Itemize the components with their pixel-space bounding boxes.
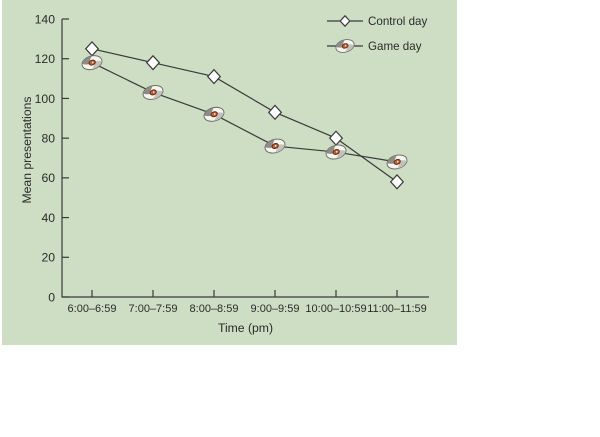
football-marker	[264, 138, 286, 154]
football-marker	[81, 55, 103, 71]
legend-item-game-day: Game day	[327, 39, 422, 53]
football-marker	[335, 39, 355, 53]
y-tick-label: 60	[41, 171, 55, 185]
x-axis-ticks: 6:00–6:59 7:00–7:59 8:00–8:59 9:00–9:59 10:0…	[68, 290, 427, 315]
y-tick-label: 80	[41, 132, 55, 146]
x-axis-title: Time (pm)	[218, 321, 273, 335]
y-tick-label: 120	[35, 52, 56, 66]
x-tick-label: 11:00–11:59	[367, 303, 427, 315]
football-marker	[203, 106, 225, 122]
y-axis-title: Mean presentations	[20, 96, 34, 203]
y-tick-label: 20	[41, 251, 55, 265]
y-tick-label: 40	[41, 211, 55, 225]
football-marker	[325, 144, 347, 160]
diamond-marker	[206, 68, 222, 85]
diamond-marker	[339, 14, 351, 28]
chart-panel	[2, 0, 457, 345]
football-marker	[386, 154, 408, 170]
y-tick-label: 0	[48, 290, 55, 304]
football-marker	[142, 84, 164, 100]
y-axis-ticks: 0 20 40 60 80 100 120 140	[35, 12, 69, 304]
legend-label: Game day	[368, 40, 422, 53]
y-tick-label: 140	[35, 12, 56, 26]
x-tick-label: 9:00–9:59	[251, 303, 300, 315]
y-tick-label: 100	[35, 92, 56, 106]
legend-label: Control day	[368, 15, 427, 28]
legend-item-control-day: Control day	[327, 14, 427, 28]
diamond-marker	[145, 54, 161, 71]
series-line	[91, 48, 398, 183]
x-tick-label: 10:00–10:59	[305, 303, 366, 315]
diamond-marker	[267, 104, 283, 121]
series-line	[91, 62, 398, 163]
x-tick-label: 7:00–7:59	[129, 303, 178, 315]
series-game-day	[81, 55, 408, 170]
legend: Control day Game day	[327, 14, 427, 53]
diamond-marker	[389, 174, 405, 190]
x-tick-label: 6:00–6:59	[68, 303, 117, 315]
x-tick-label: 8:00–8:59	[190, 303, 239, 315]
